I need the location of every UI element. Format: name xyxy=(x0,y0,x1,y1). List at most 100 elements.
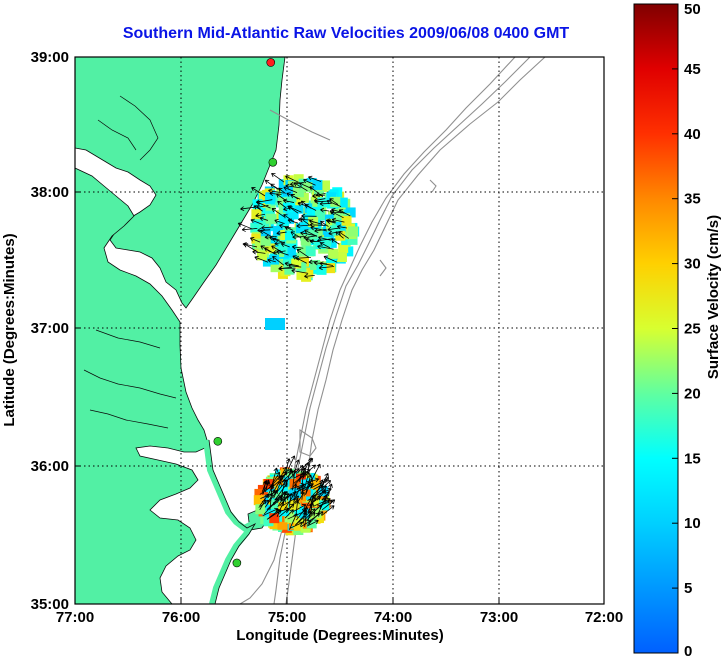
lat-tick-label: 36:00 xyxy=(31,458,69,475)
barrier-island-edge xyxy=(208,439,257,604)
velocity-cell xyxy=(282,253,293,264)
velocity-cell xyxy=(337,197,348,208)
velocity-vector xyxy=(259,484,275,495)
velocity-vector xyxy=(289,181,305,187)
velocity-cell xyxy=(267,235,278,246)
velocity-cell xyxy=(336,252,347,263)
velocity-vector xyxy=(321,505,335,516)
velocity-vector xyxy=(320,207,329,213)
velocity-cell xyxy=(341,235,352,246)
velocity-cell xyxy=(289,499,300,510)
velocity-vector xyxy=(296,223,313,229)
velocity-cell xyxy=(272,225,283,236)
colorbar-tick-label: 50 xyxy=(684,1,701,18)
velocity-vector xyxy=(271,208,285,217)
velocity-cell xyxy=(325,263,336,274)
velocity-vector xyxy=(309,219,323,225)
velocity-vector xyxy=(290,231,302,239)
velocity-vector xyxy=(289,513,298,530)
velocity-cell xyxy=(265,318,285,330)
velocity-vector xyxy=(306,519,319,527)
velocity-vector xyxy=(323,255,338,263)
velocity-vector xyxy=(259,499,266,510)
velocity-cell xyxy=(288,209,299,220)
velocity-cell xyxy=(312,179,323,190)
velocity-vector xyxy=(304,273,315,279)
velocity-vector xyxy=(336,224,348,230)
velocity-vector xyxy=(291,268,309,274)
velocity-cell xyxy=(295,473,306,484)
colorbar-tick-label: 45 xyxy=(684,61,701,78)
velocity-cell xyxy=(253,495,264,506)
velocity-vector xyxy=(313,483,325,490)
lat-tick-label: 35:00 xyxy=(31,596,69,613)
velocity-vector xyxy=(287,218,299,224)
velocity-vector xyxy=(278,503,295,518)
velocity-cell xyxy=(312,200,323,211)
velocity-cell xyxy=(269,519,280,530)
bay-shoreline xyxy=(83,95,177,429)
velocity-vector xyxy=(284,509,294,519)
velocity-cell xyxy=(348,226,359,237)
velocity-cell xyxy=(254,238,265,249)
velocity-cell xyxy=(265,243,276,254)
velocity-vector xyxy=(242,242,258,248)
colorbar-tick-label: 15 xyxy=(684,450,701,467)
velocity-cell xyxy=(343,246,354,257)
velocity-cell xyxy=(328,248,339,259)
velocity-vector xyxy=(261,225,274,231)
velocity-vector xyxy=(291,244,304,250)
velocity-vector xyxy=(296,249,310,258)
velocity-cell xyxy=(293,203,304,214)
velocity-cell xyxy=(333,208,344,219)
velocity-vector xyxy=(325,218,337,224)
velocity-vector xyxy=(318,265,335,271)
velocity-vector xyxy=(274,219,285,225)
velocity-vector xyxy=(272,475,284,494)
velocity-vector xyxy=(280,471,287,482)
station-marker xyxy=(232,558,242,568)
velocity-cell xyxy=(320,180,331,191)
colorbar-tick-label: 0 xyxy=(684,643,692,659)
plot-frame xyxy=(74,56,605,605)
velocity-cell xyxy=(323,231,334,242)
velocity-vector xyxy=(296,510,312,525)
velocity-vector xyxy=(327,226,341,232)
velocity-cell xyxy=(304,203,315,214)
velocity-vector xyxy=(301,213,317,219)
velocity-vector xyxy=(321,479,331,489)
velocity-cell xyxy=(277,197,288,208)
velocity-vector xyxy=(315,192,326,197)
velocity-cell xyxy=(263,516,274,527)
velocity-vector xyxy=(276,498,286,517)
velocity-vector xyxy=(307,477,320,483)
colorbar xyxy=(633,3,679,654)
velocity-vector xyxy=(269,191,282,197)
velocity-cell xyxy=(325,218,336,229)
velocity-cell xyxy=(291,258,302,269)
velocity-cell xyxy=(297,246,308,257)
velocity-vector xyxy=(260,229,273,238)
velocity-vector xyxy=(304,471,311,489)
velocity-cell xyxy=(270,262,281,273)
colorbar-tick-label: 35 xyxy=(684,191,701,208)
velocity-cell xyxy=(345,207,356,218)
station-marker xyxy=(268,157,278,167)
velocity-cell xyxy=(264,194,275,205)
velocity-vector xyxy=(319,261,333,267)
velocity-cell xyxy=(326,237,337,248)
velocity-cell xyxy=(289,478,300,489)
velocity-vector xyxy=(284,261,299,267)
velocity-cell xyxy=(338,242,349,253)
velocity-cell xyxy=(265,200,276,211)
velocity-vector xyxy=(262,507,279,517)
velocity-vector xyxy=(272,255,285,266)
velocity-cell xyxy=(286,192,297,203)
velocity-cell xyxy=(279,506,290,517)
velocity-vector xyxy=(312,485,327,498)
velocity-cell xyxy=(287,239,298,250)
velocity-vector xyxy=(300,230,317,237)
velocity-vector xyxy=(329,198,339,205)
velocity-vector xyxy=(286,192,301,200)
velocity-vector xyxy=(312,193,326,199)
